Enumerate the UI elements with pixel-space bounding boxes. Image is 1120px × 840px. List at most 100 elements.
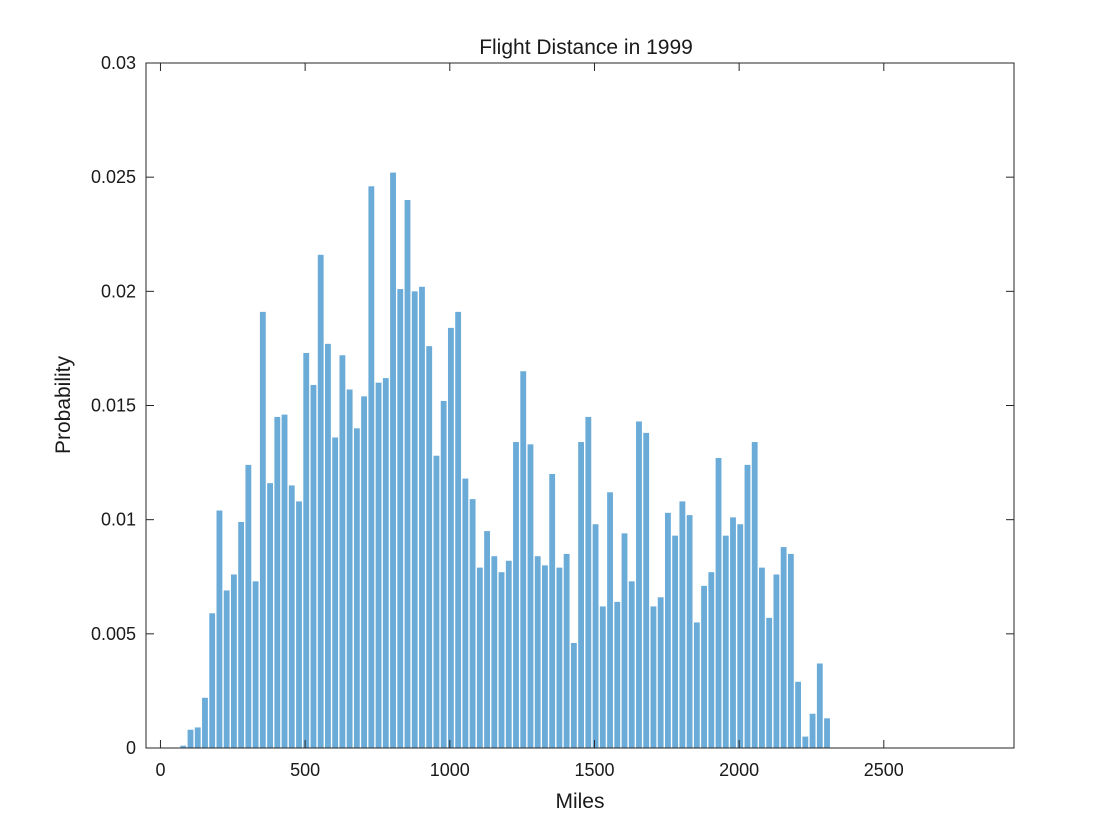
histogram-bar <box>824 718 830 748</box>
chart-title: Flight Distance in 1999 <box>479 36 693 59</box>
histogram-bar <box>353 428 360 748</box>
histogram-bar <box>534 556 541 748</box>
histogram-bar <box>607 492 613 748</box>
histogram-bar <box>476 567 483 748</box>
histogram-bar <box>650 606 657 748</box>
histogram-bar <box>303 352 310 748</box>
histogram-bar <box>795 681 802 748</box>
histogram-bar <box>599 606 606 748</box>
histogram-bar <box>252 581 259 748</box>
histogram-bar <box>766 617 773 748</box>
histogram-bar <box>556 567 563 748</box>
histogram-bar <box>809 713 816 748</box>
histogram-bar <box>759 567 765 748</box>
histogram-bar <box>202 697 208 748</box>
y-tick-label: 0.03 <box>101 53 136 73</box>
x-tick-label: 0 <box>155 760 165 780</box>
histogram-bar <box>614 601 621 748</box>
histogram-bar <box>325 343 331 748</box>
histogram-bar <box>426 346 433 748</box>
histogram-bar <box>245 464 252 748</box>
histogram-bar <box>274 416 281 748</box>
y-tick-label: 0.025 <box>91 167 136 187</box>
histogram-bar <box>216 510 223 748</box>
histogram-bar <box>375 382 382 748</box>
histogram-bar <box>578 442 585 748</box>
bars-group <box>180 172 830 749</box>
histogram-bar <box>585 416 592 748</box>
histogram-bar <box>505 560 512 748</box>
histogram-bar <box>288 485 295 748</box>
y-axis-label: Probability <box>52 355 75 454</box>
histogram-bar <box>433 455 440 748</box>
histogram-bar <box>527 444 534 748</box>
histogram-bar <box>621 533 628 748</box>
histogram-bar <box>773 574 780 748</box>
histogram-bar <box>693 622 700 748</box>
x-tick-label: 500 <box>290 760 320 780</box>
histogram-bar <box>715 458 722 748</box>
histogram-bar <box>491 556 498 748</box>
histogram-bar <box>187 729 194 748</box>
histogram-bar <box>447 327 454 748</box>
histogram-bar <box>563 553 570 748</box>
y-tick-label: 0.02 <box>101 281 136 301</box>
histogram-bar <box>469 499 476 748</box>
histogram-bar <box>708 572 715 748</box>
histogram-bar <box>672 535 679 748</box>
histogram-bar <box>317 254 324 749</box>
ticks-group: 0 500 1000 1500 2000 2500 0 0.005 0.01 0.015 0.02 0… <box>91 53 1014 780</box>
y-tick-label: 0.005 <box>91 624 136 644</box>
histogram-bar <box>267 483 273 748</box>
histogram-bar <box>542 565 548 748</box>
x-tick-label: 1000 <box>430 760 470 780</box>
histogram-bar <box>570 642 577 748</box>
histogram-bar <box>780 547 787 748</box>
histogram-bar <box>657 597 664 748</box>
x-axis-label: Miles <box>555 790 604 813</box>
histogram-bar <box>628 581 635 748</box>
histogram-bar <box>411 291 418 748</box>
histogram-bar <box>701 585 707 748</box>
histogram-bar <box>223 590 230 748</box>
histogram-bar <box>730 517 736 748</box>
histogram-bar <box>368 186 375 749</box>
histogram-bar <box>744 464 751 748</box>
histogram-bar <box>636 421 642 748</box>
x-tick-label: 1500 <box>574 760 614 780</box>
histogram-bar <box>419 286 425 748</box>
x-tick-label: 2000 <box>719 760 759 780</box>
histogram-bar <box>722 535 729 748</box>
histogram-bar <box>180 745 187 748</box>
histogram-bar <box>751 442 758 748</box>
histogram-bar <box>592 524 599 748</box>
histogram-bar <box>390 172 396 749</box>
histogram-bar <box>332 437 339 748</box>
histogram-bar <box>816 663 823 748</box>
histogram-bar <box>520 371 527 748</box>
histogram-bar <box>194 727 201 748</box>
histogram-bar <box>686 515 693 748</box>
histogram-bar <box>802 736 809 748</box>
histogram-bar <box>382 378 389 748</box>
y-tick-label: 0.01 <box>101 510 136 530</box>
histogram-bar <box>346 389 353 748</box>
histogram-bar <box>440 400 447 748</box>
histogram-bar <box>664 512 671 748</box>
histogram-bar <box>513 442 519 748</box>
histogram-bar <box>455 311 462 748</box>
histogram-bar <box>339 355 346 748</box>
histogram-bar <box>238 521 245 748</box>
y-tick-label: 0 <box>126 738 136 758</box>
histogram-bar <box>462 478 469 748</box>
y-tick-label: 0.015 <box>91 396 136 416</box>
histogram-bar <box>484 531 490 748</box>
histogram-bar <box>281 414 288 748</box>
histogram-bar <box>498 572 505 748</box>
histogram-bar <box>296 501 302 748</box>
histogram-bar <box>230 574 237 748</box>
histogram-bar <box>209 613 216 748</box>
histogram-bar <box>549 474 556 748</box>
histogram-bar <box>787 553 794 748</box>
